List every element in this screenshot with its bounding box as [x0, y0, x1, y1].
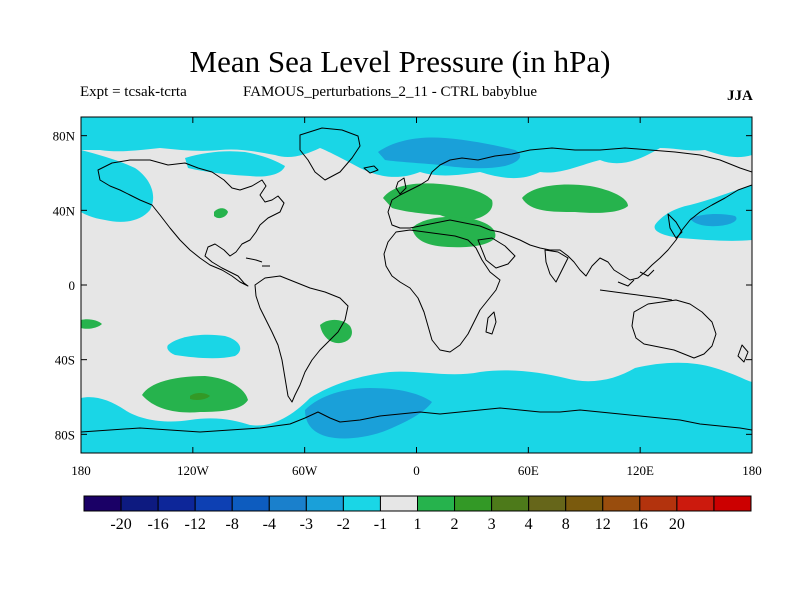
colorbar-label: -12	[185, 516, 206, 533]
colorbar-box	[639, 495, 678, 512]
coastline-madagascar	[485, 311, 497, 335]
colorbar-label: -4	[263, 516, 276, 533]
coastline-uk	[395, 177, 407, 195]
y-tick-label: 40S	[55, 353, 75, 368]
colorbar-box	[491, 495, 530, 512]
x-tick-label: 120W	[177, 463, 210, 478]
contour-north-america-green	[214, 208, 228, 219]
coastline-new-zealand	[737, 344, 749, 363]
map-title: Mean Sea Level Pressure (in hPa)	[189, 44, 611, 79]
colorbar-box	[713, 495, 752, 512]
contour-central-asia-green	[522, 184, 628, 213]
contour-south-pacific-cyan	[167, 334, 241, 359]
perturbation-label: FAMOUS_perturbations_2_11 - CTRL babyblu…	[243, 84, 538, 100]
coastline-africa	[383, 229, 501, 353]
colorbar-box	[528, 495, 567, 512]
colorbar-label: -20	[110, 516, 131, 533]
colorbar-box	[157, 495, 196, 512]
coastline-indonesia	[599, 269, 673, 301]
colorbar-label: 16	[632, 516, 648, 533]
coastline-antarctica	[81, 407, 752, 433]
contour-south-pacific-core	[190, 393, 210, 400]
season-label: JJA	[727, 88, 753, 104]
colorbar-box	[454, 495, 493, 512]
x-tick-label: 0	[413, 463, 420, 478]
colorbar-box	[417, 495, 456, 512]
contour-alaska	[185, 151, 285, 177]
colorbar-label: 2	[451, 516, 459, 533]
coastline-caribbean	[245, 257, 270, 267]
colorbar-label: 12	[595, 516, 611, 533]
y-tick-label: 80N	[53, 129, 76, 144]
colorbar-label: 8	[562, 516, 570, 533]
coastlines	[81, 127, 752, 433]
colorbar-label: 20	[669, 516, 685, 533]
colorbar-box	[305, 495, 344, 512]
contour-south-atlantic-green	[320, 319, 352, 344]
contour-fills	[81, 117, 752, 453]
coastline-greenland	[299, 127, 361, 181]
colorbar-box	[231, 495, 270, 512]
colorbar-label: -3	[300, 516, 313, 533]
colorbar-label: -8	[226, 516, 239, 533]
colorbar-box	[379, 495, 419, 512]
coastline-arabia	[477, 237, 516, 269]
contour-southern-ocean-deep	[305, 388, 432, 439]
axis-ticks: 180 120W 60W 0 60E 120E 180 80N 40N 0 40S 80S	[53, 117, 762, 478]
experiment-label: Expt = tcsak-tcrta	[80, 84, 187, 100]
colorbar-box	[342, 495, 381, 512]
contour-greenland	[330, 134, 372, 156]
colorbar-label: -16	[147, 516, 168, 533]
colorbar-label: 4	[525, 516, 533, 533]
colorbar: -20 -16 -12 -8 -4 -3 -2 -1 1 2 3 4 8 12 16 20	[83, 495, 752, 533]
colorbar-box	[120, 495, 159, 512]
colorbar-box	[194, 495, 233, 512]
colorbar-box	[602, 495, 641, 512]
x-tick-label: 180	[742, 463, 762, 478]
colorbar-label: -1	[374, 516, 387, 533]
coastline-north-america	[97, 159, 285, 287]
colorbar-label: 1	[414, 516, 422, 533]
y-tick-label: 40N	[53, 203, 76, 218]
contour-arctic-deep	[378, 137, 521, 169]
x-tick-label: 120E	[626, 463, 654, 478]
contour-tropical-pacific-green	[81, 319, 102, 329]
x-tick-label: 180	[71, 463, 91, 478]
colorbar-label: -2	[337, 516, 350, 533]
coastline-japan	[667, 213, 683, 239]
coastline-south-america	[254, 275, 349, 403]
coastline-eurasia	[387, 147, 752, 281]
coastline-australia	[631, 299, 717, 359]
y-tick-label: 80S	[55, 427, 75, 442]
coastline-india	[544, 249, 569, 283]
x-tick-label: 60E	[518, 463, 539, 478]
contour-east-pacific	[81, 150, 154, 222]
colorbar-box	[268, 495, 307, 512]
colorbar-box	[83, 495, 122, 512]
y-tick-label: 0	[69, 278, 76, 293]
colorbar-label: 3	[488, 516, 496, 533]
contour-europe-green	[383, 183, 493, 221]
coastline-iceland	[363, 165, 379, 174]
x-tick-label: 60W	[292, 463, 318, 478]
contour-antarctic-blob	[458, 431, 482, 440]
contour-northwest-pacific-deep	[690, 213, 737, 227]
colorbar-box	[565, 495, 604, 512]
colorbar-box	[676, 495, 715, 512]
